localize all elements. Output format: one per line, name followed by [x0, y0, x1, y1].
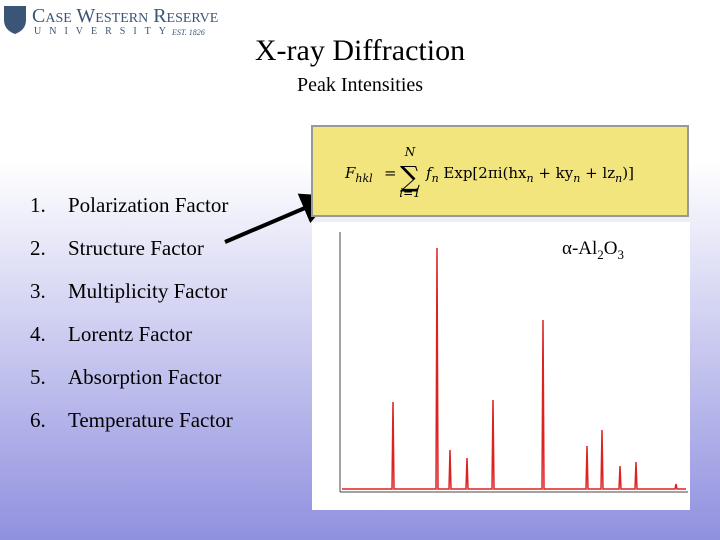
list-number: 2.: [30, 236, 46, 260]
title: X-ray Diffraction: [255, 34, 465, 67]
formula-part: n: [526, 172, 533, 185]
sample-part: α-Al: [562, 238, 597, 259]
formula-part: hkl: [355, 172, 373, 185]
list-number: 1.: [30, 193, 46, 217]
formula-sum: ∑: [400, 160, 420, 193]
sample-part: 3: [618, 247, 625, 262]
formula-part: n: [573, 172, 580, 185]
sample-label: α-Al2O3: [562, 238, 624, 262]
formula-body: fn Exp[2πi(hxn + kyn + lzn)]: [425, 164, 634, 185]
list-text: Structure Factor: [68, 236, 204, 260]
formula-part: f: [425, 164, 434, 182]
sample-part: O: [604, 238, 618, 259]
list-number: 4.: [30, 322, 46, 346]
formula-part: + ky: [534, 164, 574, 182]
formula-part: )]: [622, 164, 634, 182]
arrow: [224, 193, 334, 244]
list-number: 5.: [30, 365, 46, 389]
xrd-pattern: α-Al2O3: [312, 222, 690, 510]
formula-sum-top: N: [404, 145, 416, 159]
logo-name: Case Western Reserve: [32, 5, 218, 27]
formula-part: n: [615, 172, 622, 185]
formula-part: Exp[2πi(hx: [439, 164, 527, 182]
formula-part: + lz: [580, 164, 615, 182]
formula-part: n: [432, 172, 439, 185]
formula-eq: =: [384, 164, 397, 182]
pattern-background: [312, 222, 690, 510]
logo-sub: UNIVERSITY: [34, 26, 174, 37]
list-text: Polarization Factor: [68, 193, 228, 217]
formula-background: [311, 125, 689, 217]
sample-part: 2: [597, 247, 604, 262]
list-number: 6.: [30, 408, 46, 432]
list-text: Temperature Factor: [68, 408, 233, 432]
logo: Case Western Reserve UNIVERSITY EST. 182…: [4, 5, 218, 37]
formula-lhs: Fhkl: [344, 164, 373, 185]
logo-est: EST. 1826: [171, 28, 205, 37]
list-text: Multiplicity Factor: [68, 279, 227, 303]
list-number: 3.: [30, 279, 46, 303]
subtitle: Peak Intensities: [297, 74, 423, 96]
list-text: Absorption Factor: [68, 365, 221, 389]
list-text: Lorentz Factor: [68, 322, 192, 346]
logo-shield: [4, 6, 26, 34]
formula-part: F: [344, 164, 356, 182]
factor-list: 1. Polarization Factor 2. Structure Factor 3…: [30, 193, 233, 432]
pattern-curve: [342, 247, 686, 490]
formula-sum-bottom: i=1: [399, 186, 421, 200]
formula-box: Fhkl = ∑ N i=1 fn Exp[2πi(hxn + kyn + lz…: [311, 125, 689, 217]
